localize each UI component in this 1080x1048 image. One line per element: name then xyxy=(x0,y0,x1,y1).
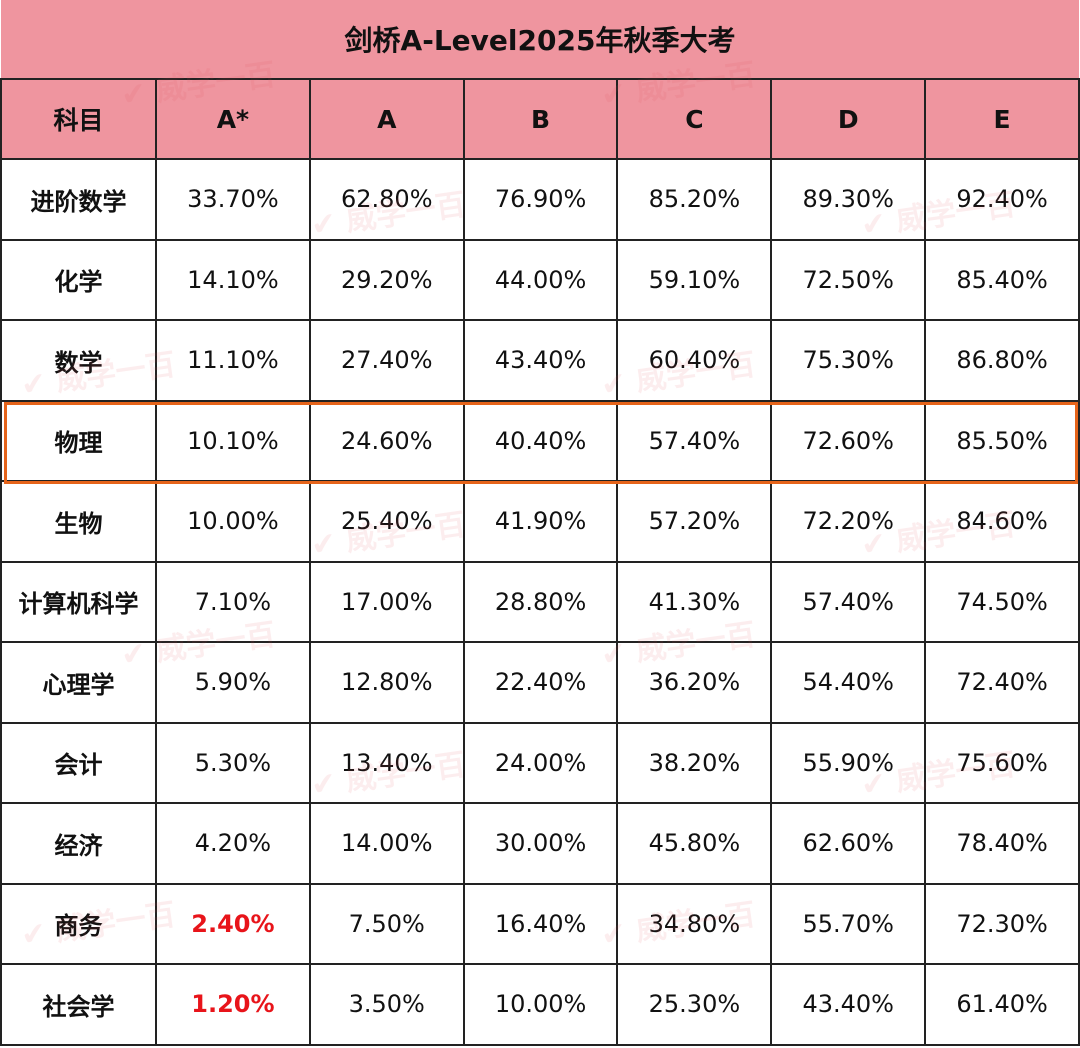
grade-value-cell: 72.20% xyxy=(770,480,927,563)
header-row: 科目 A* A B C D E xyxy=(0,78,1080,160)
grade-value-cell: 72.50% xyxy=(770,238,927,321)
table-row: 会计 5.30% 13.40% 24.00% 38.20% 55.90% 75.60% xyxy=(0,721,1080,804)
grade-value-cell: 33.70% xyxy=(155,158,311,241)
grade-value-cell: 38.20% xyxy=(616,721,773,804)
grade-value-cell: 17.00% xyxy=(308,560,465,643)
grade-value-cell: 1.20% xyxy=(155,963,311,1046)
subject-cell: 计算机科学 xyxy=(0,560,157,643)
grade-value-cell: 34.80% xyxy=(616,882,773,965)
grade-value-cell: 7.50% xyxy=(308,882,465,965)
grade-value-cell: 41.90% xyxy=(462,480,619,563)
grade-value-cell: 12.80% xyxy=(308,641,465,724)
grade-value-cell: 25.30% xyxy=(616,963,773,1046)
header-grade-c: C xyxy=(616,78,773,160)
grade-value-cell: 40.40% xyxy=(462,399,619,482)
subject-cell: 物理 xyxy=(0,399,157,482)
grade-value-cell: 3.50% xyxy=(308,963,465,1046)
table-row: 生物 10.00% 25.40% 41.90% 57.20% 72.20% 84.60% xyxy=(0,480,1080,563)
grade-value-cell: 55.90% xyxy=(770,721,927,804)
grade-value-cell: 57.40% xyxy=(616,399,773,482)
table-title: 剑桥A-Level2025年秋季大考 xyxy=(1,0,1079,80)
grade-value-cell: 16.40% xyxy=(462,882,619,965)
table-row: 心理学 5.90% 12.80% 22.40% 36.20% 54.40% 72.40% xyxy=(0,641,1080,724)
grade-value-cell: 41.30% xyxy=(616,560,773,643)
grade-value-cell: 13.40% xyxy=(308,721,465,804)
grade-value-cell: 29.20% xyxy=(308,238,465,321)
subject-cell: 生物 xyxy=(0,480,157,563)
grade-value-cell: 7.10% xyxy=(155,560,311,643)
grade-value-cell: 2.40% xyxy=(155,882,311,965)
grade-value-cell: 30.00% xyxy=(462,802,619,885)
grade-value-cell: 78.40% xyxy=(924,802,1080,885)
table-row: 商务 2.40% 7.50% 16.40% 34.80% 55.70% 72.30% xyxy=(0,882,1080,965)
header-grade-a: A xyxy=(308,78,465,160)
grade-value-cell: 89.30% xyxy=(770,158,927,241)
header-grade-astar: A* xyxy=(155,78,311,160)
table-row: 计算机科学 7.10% 17.00% 28.80% 41.30% 57.40% 74.50% xyxy=(0,560,1080,643)
grade-value-cell: 57.20% xyxy=(616,480,773,563)
grade-value-cell: 44.00% xyxy=(462,238,619,321)
subject-cell: 数学 xyxy=(0,319,157,402)
grade-value-cell: 4.20% xyxy=(155,802,311,885)
grade-value-cell: 72.30% xyxy=(924,882,1080,965)
grade-value-cell: 55.70% xyxy=(770,882,927,965)
grade-value-cell: 25.40% xyxy=(308,480,465,563)
header-grade-d: D xyxy=(770,78,927,160)
table-row: 经济 4.20% 14.00% 30.00% 45.80% 62.60% 78.40% xyxy=(0,802,1080,885)
grade-value-cell: 43.40% xyxy=(770,963,927,1046)
grade-value-cell: 10.10% xyxy=(155,399,311,482)
grade-value-cell: 72.60% xyxy=(770,399,927,482)
table-row: 社会学 1.20% 3.50% 10.00% 25.30% 43.40% 61.40% xyxy=(0,963,1080,1046)
grade-value-cell: 57.40% xyxy=(770,560,927,643)
grade-value-cell: 36.20% xyxy=(616,641,773,724)
subject-cell: 化学 xyxy=(0,238,157,321)
grade-value-cell: 75.30% xyxy=(770,319,927,402)
grade-value-cell: 72.40% xyxy=(924,641,1080,724)
header-subject: 科目 xyxy=(0,78,157,160)
grade-value-cell: 14.10% xyxy=(155,238,311,321)
grade-value-cell: 11.10% xyxy=(155,319,311,402)
title-row: 剑桥A-Level2025年秋季大考 xyxy=(1,0,1079,80)
subject-cell: 社会学 xyxy=(0,963,157,1046)
subject-cell: 进阶数学 xyxy=(0,158,157,241)
grade-value-cell: 86.80% xyxy=(924,319,1080,402)
grade-value-cell: 62.60% xyxy=(770,802,927,885)
grade-value-cell: 45.80% xyxy=(616,802,773,885)
grade-value-cell: 74.50% xyxy=(924,560,1080,643)
grade-value-cell: 62.80% xyxy=(308,158,465,241)
grade-value-cell: 75.60% xyxy=(924,721,1080,804)
grade-value-cell: 14.00% xyxy=(308,802,465,885)
subject-cell: 心理学 xyxy=(0,641,157,724)
grade-value-cell: 22.40% xyxy=(462,641,619,724)
subject-cell: 经济 xyxy=(0,802,157,885)
grade-value-cell: 85.50% xyxy=(924,399,1080,482)
table-row: 数学 11.10% 27.40% 43.40% 60.40% 75.30% 86.80% xyxy=(0,319,1080,402)
header-grade-b: B xyxy=(462,78,619,160)
table-row: 化学 14.10% 29.20% 44.00% 59.10% 72.50% 85.40% xyxy=(0,238,1080,321)
grade-value-cell: 5.30% xyxy=(155,721,311,804)
grade-value-cell: 59.10% xyxy=(616,238,773,321)
grade-value-cell: 24.00% xyxy=(462,721,619,804)
grade-value-cell: 85.20% xyxy=(616,158,773,241)
grade-value-cell: 5.90% xyxy=(155,641,311,724)
grade-value-cell: 92.40% xyxy=(924,158,1080,241)
table-row: 物理 10.10% 24.60% 40.40% 57.40% 72.60% 85.50% xyxy=(0,399,1080,482)
grade-value-cell: 10.00% xyxy=(155,480,311,563)
grade-value-cell: 54.40% xyxy=(770,641,927,724)
grade-value-cell: 10.00% xyxy=(462,963,619,1046)
grade-value-cell: 85.40% xyxy=(924,238,1080,321)
table-row: 进阶数学 33.70% 62.80% 76.90% 85.20% 89.30% 92.40% xyxy=(0,158,1080,241)
grade-value-cell: 61.40% xyxy=(924,963,1080,1046)
grade-value-cell: 28.80% xyxy=(462,560,619,643)
grade-value-cell: 24.60% xyxy=(308,399,465,482)
grade-value-cell: 60.40% xyxy=(616,319,773,402)
grade-value-cell: 27.40% xyxy=(308,319,465,402)
grade-value-cell: 76.90% xyxy=(462,158,619,241)
subject-cell: 商务 xyxy=(0,882,157,965)
grade-value-cell: 43.40% xyxy=(462,319,619,402)
subject-cell: 会计 xyxy=(0,721,157,804)
header-grade-e: E xyxy=(924,78,1080,160)
grade-value-cell: 84.60% xyxy=(924,480,1080,563)
